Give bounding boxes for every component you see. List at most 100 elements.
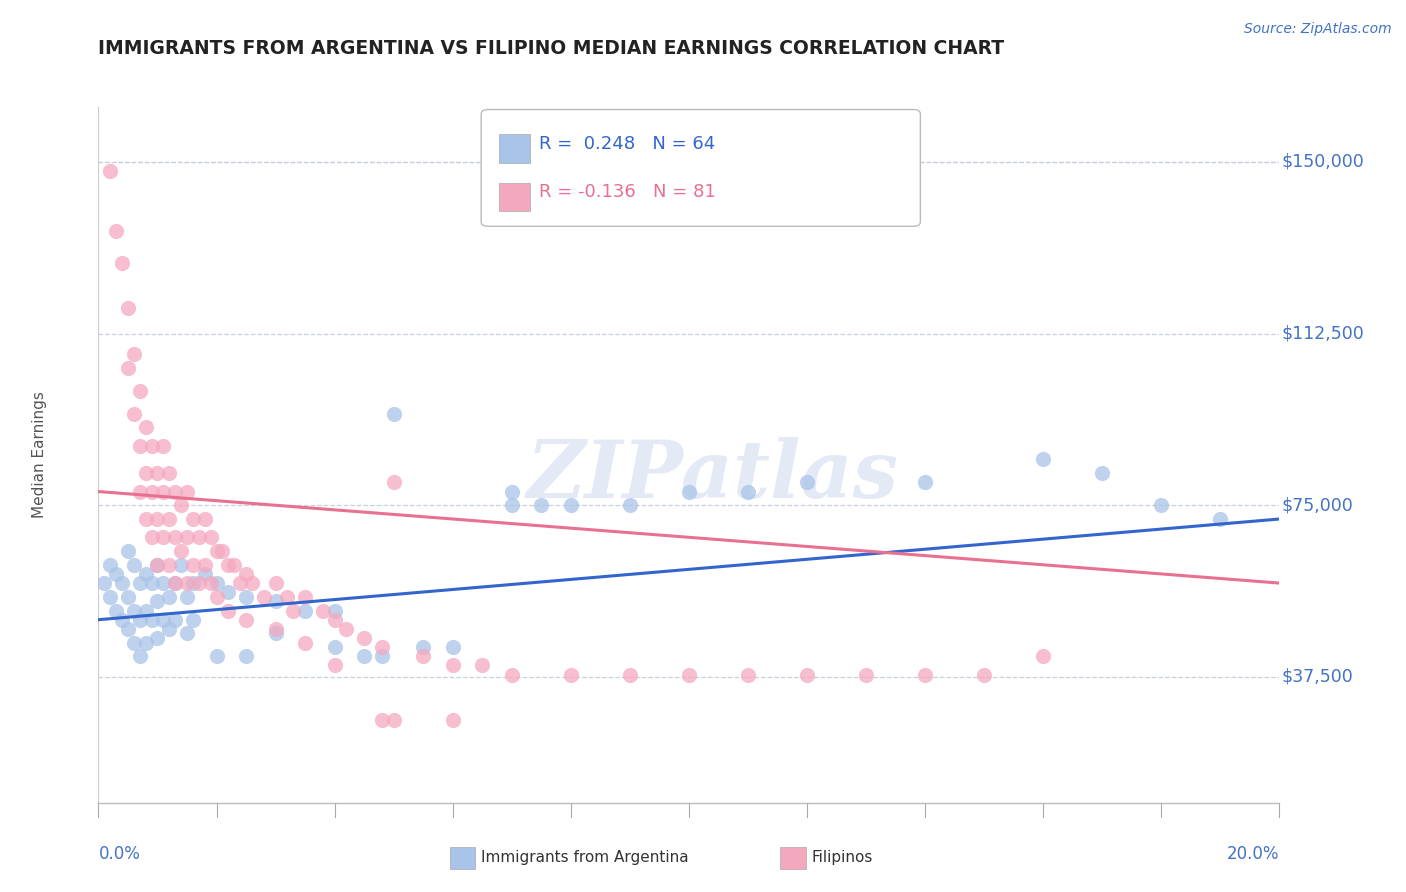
Point xyxy=(165,576,187,591)
Point xyxy=(128,384,150,398)
Point xyxy=(217,585,239,599)
Point xyxy=(117,544,139,558)
Point xyxy=(157,512,180,526)
Point xyxy=(181,512,204,526)
Point xyxy=(501,667,523,681)
Text: $150,000: $150,000 xyxy=(1282,153,1365,171)
Text: Source: ZipAtlas.com: Source: ZipAtlas.com xyxy=(1244,22,1392,37)
Point xyxy=(560,667,582,681)
Point xyxy=(98,164,121,178)
Point xyxy=(152,613,174,627)
Point xyxy=(737,484,759,499)
Text: $75,000: $75,000 xyxy=(1282,496,1354,515)
Point xyxy=(353,631,375,645)
Point xyxy=(471,658,494,673)
Point xyxy=(122,635,145,649)
Point xyxy=(152,530,174,544)
Point xyxy=(141,484,163,499)
Point xyxy=(264,626,287,640)
Point xyxy=(200,530,222,544)
Point xyxy=(135,420,157,434)
Point xyxy=(181,558,204,572)
Point xyxy=(501,484,523,499)
Point xyxy=(501,498,523,512)
Point xyxy=(122,558,145,572)
Point xyxy=(128,649,150,664)
Point xyxy=(371,649,394,664)
Point xyxy=(235,566,257,581)
Point xyxy=(187,530,209,544)
Point xyxy=(294,635,316,649)
Point xyxy=(353,649,375,664)
Point xyxy=(165,613,187,627)
Point xyxy=(1091,467,1114,481)
Point xyxy=(323,658,346,673)
Point xyxy=(111,255,134,269)
Point xyxy=(205,544,228,558)
Point xyxy=(194,566,217,581)
Point xyxy=(264,576,287,591)
Point xyxy=(194,512,217,526)
Point xyxy=(128,576,150,591)
Text: 0.0%: 0.0% xyxy=(98,845,141,863)
Text: Immigrants from Argentina: Immigrants from Argentina xyxy=(481,850,689,864)
Point xyxy=(181,576,204,591)
Point xyxy=(157,558,180,572)
Point xyxy=(1032,452,1054,467)
Point xyxy=(560,498,582,512)
Point xyxy=(211,544,233,558)
Text: IMMIGRANTS FROM ARGENTINA VS FILIPINO MEDIAN EARNINGS CORRELATION CHART: IMMIGRANTS FROM ARGENTINA VS FILIPINO ME… xyxy=(98,39,1004,58)
Point xyxy=(382,714,405,728)
Point xyxy=(412,640,434,655)
Point xyxy=(152,576,174,591)
Point xyxy=(176,576,198,591)
Point xyxy=(128,484,150,499)
Point xyxy=(382,407,405,421)
Point xyxy=(796,475,818,490)
Point xyxy=(122,347,145,361)
Text: R = -0.136   N = 81: R = -0.136 N = 81 xyxy=(538,183,716,201)
Point xyxy=(235,613,257,627)
Point xyxy=(914,475,936,490)
Point xyxy=(323,640,346,655)
Point xyxy=(412,649,434,664)
Point xyxy=(678,484,700,499)
Point xyxy=(105,603,128,617)
Point xyxy=(111,613,134,627)
Point xyxy=(141,613,163,627)
Point xyxy=(170,498,193,512)
Point xyxy=(855,667,877,681)
Point xyxy=(111,576,134,591)
Point xyxy=(181,613,204,627)
Point xyxy=(170,544,193,558)
Point xyxy=(441,658,464,673)
Point xyxy=(176,530,198,544)
Point xyxy=(146,512,169,526)
Point xyxy=(141,530,163,544)
Point xyxy=(235,649,257,664)
Point xyxy=(224,558,246,572)
Point xyxy=(737,667,759,681)
Point xyxy=(276,590,298,604)
Point xyxy=(98,590,121,604)
Point xyxy=(1150,498,1173,512)
Point xyxy=(294,603,316,617)
Point xyxy=(98,558,121,572)
Point xyxy=(235,590,257,604)
Point xyxy=(796,667,818,681)
Point xyxy=(176,590,198,604)
Point xyxy=(914,667,936,681)
Point xyxy=(176,484,198,499)
Point xyxy=(176,626,198,640)
Point xyxy=(146,631,169,645)
Point xyxy=(200,576,222,591)
Point xyxy=(217,603,239,617)
Point xyxy=(619,498,641,512)
Point xyxy=(382,475,405,490)
Text: Median Earnings: Median Earnings xyxy=(32,392,46,518)
Point xyxy=(264,594,287,608)
Point xyxy=(117,301,139,316)
Text: $37,500: $37,500 xyxy=(1282,668,1354,686)
Text: ZIPatlas: ZIPatlas xyxy=(526,437,898,515)
Point xyxy=(93,576,115,591)
